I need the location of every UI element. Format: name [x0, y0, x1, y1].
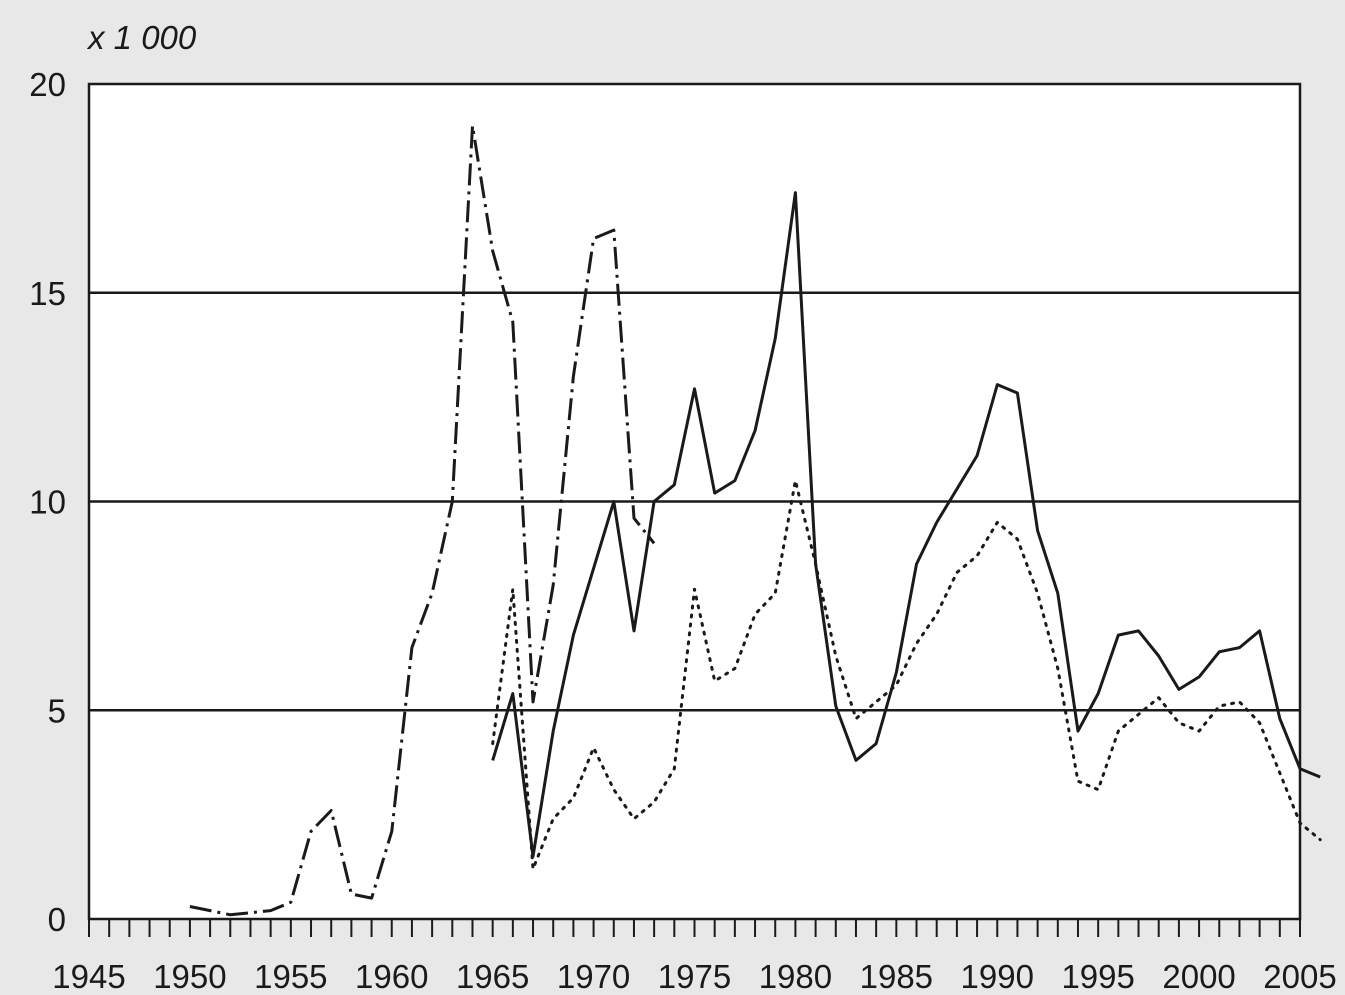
y-tick-label-20: 20 — [29, 66, 66, 103]
x-tick-label-1945: 1945 — [52, 958, 125, 995]
series-line-dotted — [491, 479, 1322, 871]
y-tick-label-10: 10 — [29, 484, 66, 521]
series-lines — [189, 124, 1322, 917]
x-tick-label-1980: 1980 — [759, 958, 832, 995]
unit-label: x 1 000 — [86, 19, 197, 56]
x-tick-label-1960: 1960 — [355, 958, 428, 995]
x-tick-label-1990: 1990 — [961, 958, 1034, 995]
x-tick-label-1965: 1965 — [456, 958, 529, 995]
y-tick-label-5: 5 — [48, 692, 66, 729]
y-axis-tick-labels: 0 5 10 15 20 — [29, 66, 66, 938]
x-tick-label-2005: 2005 — [1263, 958, 1336, 995]
x-tick-label-1995: 1995 — [1061, 958, 1134, 995]
x-tick-label-1970: 1970 — [557, 958, 630, 995]
x-tick-label-1950: 1950 — [153, 958, 226, 995]
x-axis-tick-labels: 1945 1950 1955 1960 1965 1970 1975 1980 1985 1990… — [52, 958, 1336, 995]
x-axis-ticks — [88, 919, 1301, 937]
y-tick-label-0: 0 — [48, 901, 66, 938]
x-tick-label-1985: 1985 — [860, 958, 933, 995]
x-tick-label-2000: 2000 — [1162, 958, 1235, 995]
y-tick-label-15: 15 — [29, 275, 66, 312]
series-line-solid — [491, 191, 1321, 858]
series-line-dash-dot — [189, 124, 656, 917]
x-tick-label-1955: 1955 — [254, 958, 327, 995]
y-gridlines — [89, 291, 1300, 712]
x-tick-label-1975: 1975 — [658, 958, 731, 995]
